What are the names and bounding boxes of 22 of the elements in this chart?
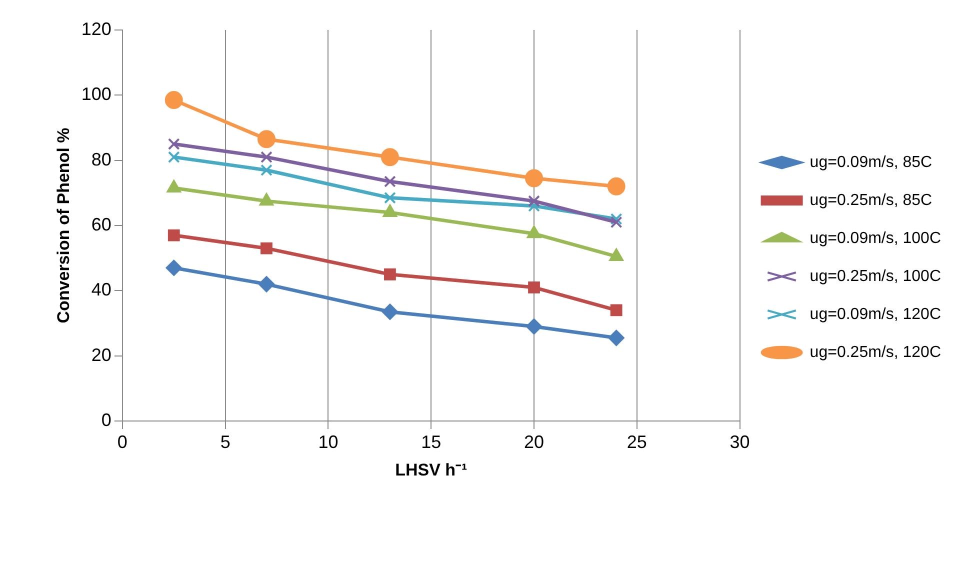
x-tick-label: 0 — [117, 432, 128, 452]
x-axis-title: LHSV h⁻¹ — [395, 460, 468, 480]
legend-label: ug=0.09m/s, 85C — [810, 154, 932, 171]
legend-label: ug=0.09m/s, 120C — [810, 306, 942, 323]
y-tick-label: 20 — [91, 344, 112, 365]
x-tick-label: 15 — [421, 432, 442, 452]
y-tick-label: 80 — [91, 149, 112, 170]
y-tick-label: 100 — [81, 84, 112, 104]
y-tick-label: 120 — [81, 18, 112, 39]
legend-label: ug=0.25m/s, 120C — [810, 344, 942, 361]
legend-label: ug=0.25m/s, 85C — [810, 192, 932, 209]
legend-label: ug=0.25m/s, 100C — [810, 268, 942, 285]
x-tick-label: 25 — [626, 432, 647, 452]
x-tick-label: 30 — [730, 432, 750, 452]
x-tick-label: 5 — [220, 432, 230, 452]
x-tick-label: 10 — [318, 432, 338, 452]
y-tick-label: 60 — [91, 214, 112, 234]
legend-label: ug=0.09m/s, 100C — [810, 230, 942, 247]
x-tick-label: 20 — [524, 432, 544, 452]
y-tick-label: 40 — [91, 280, 112, 300]
y-axis-title: Conversion of Phenol % — [54, 128, 73, 324]
y-tick-label: 0 — [101, 410, 112, 430]
